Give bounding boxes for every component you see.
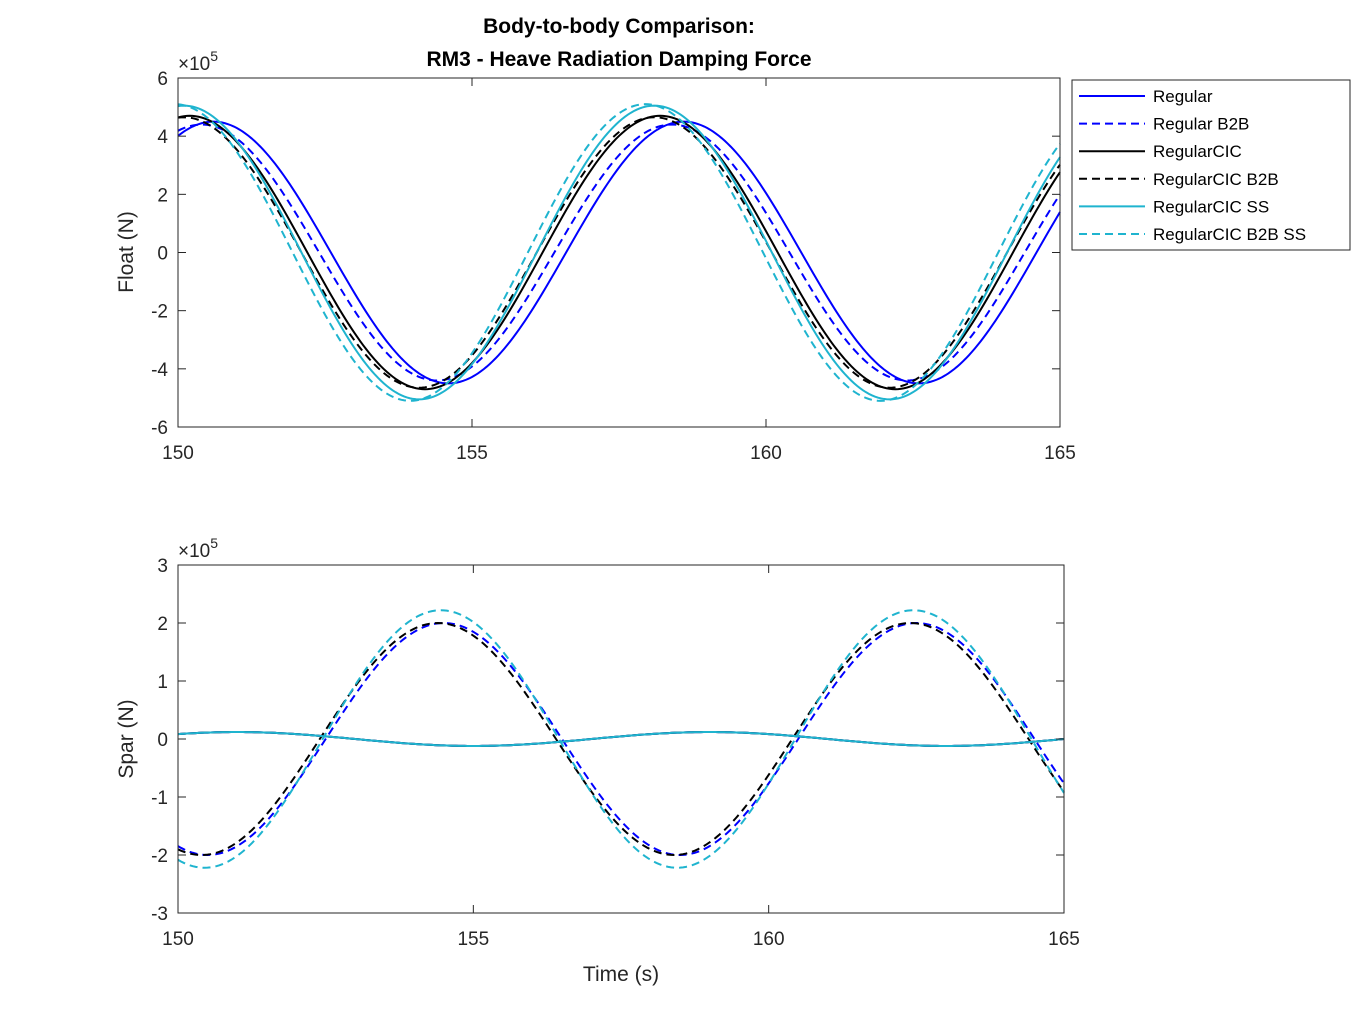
legend-box xyxy=(1071,79,1351,251)
chart-title-line-1: Body-to-body Comparison: xyxy=(483,15,755,38)
spar-series-lines xyxy=(177,609,1065,869)
spar-subplot: 150 155 160 165 -3 -2 -1 0 1 2 3 ×105 Spar (N) Tim… xyxy=(115,535,1080,986)
spar-y-axis-label: Spar (N) xyxy=(115,699,138,778)
float-y-axis-label: Float (N) xyxy=(115,211,138,293)
float-series-line-4 xyxy=(177,104,1061,401)
float-y-tick-label-4: 2 xyxy=(157,185,168,206)
float-ticks: 150 155 160 165 -6 -4 -2 0 2 4 6 xyxy=(151,69,1076,464)
float-series-lines xyxy=(177,103,1061,402)
legend-label-2: RegularCIC xyxy=(1153,142,1242,161)
float-y-multiplier: ×105 xyxy=(178,48,218,75)
float-y-tick-label-3: 0 xyxy=(157,244,168,265)
legend-label-1: Regular B2B xyxy=(1153,115,1249,134)
float-series-line-1 xyxy=(177,123,1061,382)
spar-x-tick-label-0: 150 xyxy=(162,929,194,950)
legend-label-4: RegularCIC SS xyxy=(1153,197,1269,216)
spar-axes-box xyxy=(177,564,1065,914)
spar-series-line-1 xyxy=(177,621,1065,857)
spar-y-tick-label-6: 3 xyxy=(157,556,168,577)
float-series-line-3 xyxy=(177,116,1061,389)
spar-series-line-5 xyxy=(177,609,1065,869)
float-series-line-0 xyxy=(177,120,1061,385)
spar-y-tick-label-5: 2 xyxy=(157,614,168,635)
spar-y-tick-label-2: -1 xyxy=(151,788,168,809)
float-subplot: 150 155 160 165 -6 -4 -2 0 2 4 6 ×105 Float (N) xyxy=(115,48,1076,464)
legend: Regular Regular B2B RegularCIC RegularCIC B… xyxy=(1071,79,1351,251)
float-y-tick-label-5: 4 xyxy=(157,127,168,148)
spar-x-tick-label-1: 155 xyxy=(457,929,489,950)
float-axes-box xyxy=(177,77,1061,428)
spar-x-tick-label-2: 160 xyxy=(753,929,785,950)
spar-y-tick-label-3: 0 xyxy=(157,730,168,751)
spar-x-tick-label-3: 165 xyxy=(1048,929,1080,950)
float-y-tick-label-2: -2 xyxy=(151,302,168,323)
float-x-tick-label-0: 150 xyxy=(162,443,194,464)
float-x-tick-label-3: 165 xyxy=(1044,443,1076,464)
float-series-line-5 xyxy=(177,103,1061,402)
x-axis-label: Time (s) xyxy=(583,963,659,986)
legend-label-5: RegularCIC B2B SS xyxy=(1153,225,1306,244)
float-y-tick-label-6: 6 xyxy=(157,69,168,90)
legend-items: Regular Regular B2B RegularCIC RegularCIC B… xyxy=(1079,87,1306,244)
spar-series-line-4 xyxy=(177,731,1065,747)
spar-ticks: 150 155 160 165 -3 -2 -1 0 1 2 3 xyxy=(151,556,1080,950)
float-x-tick-label-2: 160 xyxy=(750,443,782,464)
legend-label-0: Regular xyxy=(1153,87,1213,106)
float-y-tick-label-1: -4 xyxy=(151,360,168,381)
spar-y-tick-label-1: -2 xyxy=(151,846,168,867)
spar-y-multiplier: ×105 xyxy=(178,535,218,562)
float-series-line-2 xyxy=(177,114,1061,391)
spar-series-line-3 xyxy=(177,621,1065,857)
legend-label-3: RegularCIC B2B xyxy=(1153,170,1279,189)
spar-y-tick-label-0: -3 xyxy=(151,904,168,925)
float-y-tick-label-0: -6 xyxy=(151,418,168,439)
float-x-tick-label-1: 155 xyxy=(456,443,488,464)
chart-title-line-2: RM3 - Heave Radiation Damping Force xyxy=(426,48,811,71)
spar-y-tick-label-4: 1 xyxy=(157,672,168,693)
